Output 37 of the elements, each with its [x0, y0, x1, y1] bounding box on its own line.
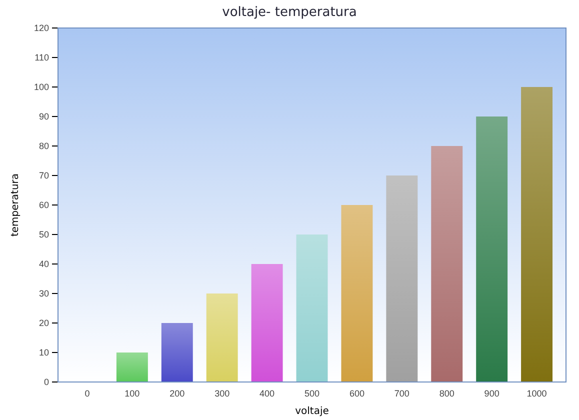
bar [206, 294, 238, 382]
bar [521, 87, 553, 382]
x-tick-label: 900 [484, 388, 500, 398]
y-tick-label: 120 [34, 22, 49, 33]
y-tick-label: 10 [38, 347, 49, 358]
bar [116, 352, 148, 382]
x-tick-label: 400 [260, 388, 275, 398]
x-tick-label: 200 [170, 388, 185, 398]
y-tick-label: 40 [38, 258, 49, 269]
bar [431, 146, 463, 382]
y-axis-title: temperatura [10, 173, 21, 237]
x-tick-label: 600 [349, 388, 364, 398]
chart-title: voltaje- temperatura [222, 5, 357, 20]
y-tick-label: 20 [38, 318, 49, 328]
x-tick-label: 500 [304, 388, 320, 398]
y-tick-label: 70 [38, 170, 49, 180]
y-tick-label: 80 [38, 140, 49, 151]
bar [386, 176, 418, 382]
x-tick-label: 300 [214, 388, 230, 398]
x-tick-label: 800 [439, 388, 454, 398]
y-tick-label: 0 [44, 376, 49, 387]
bar [251, 264, 283, 382]
y-tick-label: 60 [38, 200, 49, 210]
y-tick-label: 50 [38, 229, 49, 240]
y-tick-label: 30 [38, 288, 49, 298]
x-tick-label: 1000 [526, 388, 547, 398]
x-tick-label: 700 [394, 388, 410, 398]
bar [161, 323, 193, 382]
y-tick-label: 110 [34, 52, 49, 62]
bar [476, 116, 508, 382]
x-axis-title: voltaje [295, 406, 329, 417]
bar [341, 205, 373, 382]
y-tick-label: 90 [38, 111, 49, 122]
x-tick-label: 0 [84, 388, 90, 398]
y-tick-label: 100 [34, 82, 49, 92]
x-tick-label: 100 [124, 388, 140, 398]
bar [296, 234, 328, 382]
